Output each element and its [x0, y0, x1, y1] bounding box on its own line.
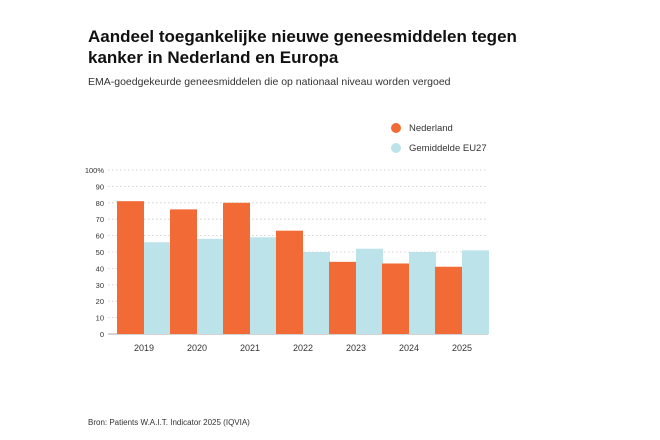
bar-eu27: [356, 248, 383, 334]
y-tick-label: 90: [96, 182, 104, 191]
legend-item-eu27: Gemiddelde EU27: [391, 141, 487, 155]
y-tick-label: 40: [96, 264, 104, 273]
y-tick-label: 100%: [85, 166, 105, 175]
x-tick-label: 2025: [452, 343, 472, 353]
chart-legend: Nederland Gemiddelde EU27: [391, 121, 487, 161]
bar-nederland: [223, 202, 250, 334]
x-tick-label: 2021: [240, 343, 260, 353]
x-tick-label: 2022: [293, 343, 313, 353]
chart-subtitle: EMA-goedgekeurde geneesmiddelen die op n…: [88, 76, 451, 88]
x-tick-label: 2024: [399, 343, 419, 353]
bar-nederland: [435, 266, 462, 334]
y-tick-label: 60: [96, 232, 104, 241]
legend-label-nederland: Nederland: [409, 122, 453, 134]
y-tick-label: 70: [96, 215, 104, 224]
bar-eu27: [197, 238, 224, 334]
bar-eu27: [462, 250, 489, 334]
x-tick-label: 2020: [187, 343, 207, 353]
x-tick-label: 2019: [134, 343, 154, 353]
bar-nederland: [329, 261, 356, 334]
y-tick-label: 30: [96, 281, 104, 290]
bar-nederland: [170, 209, 197, 334]
source-note: Bron: Patients W.A.I.T. Indicator 2025 (…: [88, 418, 250, 427]
legend-item-nederland: Nederland: [391, 121, 487, 135]
legend-label-eu27: Gemiddelde EU27: [409, 142, 487, 154]
bar-eu27: [144, 242, 171, 334]
x-tick-label: 2023: [346, 343, 366, 353]
chart-title: Aandeel toegankelijke nieuwe geneesmidde…: [88, 27, 517, 67]
bar-eu27: [409, 252, 436, 334]
legend-swatch-eu27: [391, 143, 401, 153]
y-tick-label: 0: [100, 330, 104, 339]
bar-eu27: [303, 252, 330, 334]
y-tick-label: 50: [96, 248, 104, 257]
y-tick-label: 10: [96, 314, 104, 323]
bar-eu27: [250, 237, 277, 334]
y-tick-label: 20: [96, 297, 104, 306]
bar-nederland: [117, 201, 144, 334]
bar-nederland: [276, 230, 303, 334]
bar-nederland: [382, 263, 409, 334]
legend-swatch-nederland: [391, 123, 401, 133]
y-tick-label: 80: [96, 199, 104, 208]
